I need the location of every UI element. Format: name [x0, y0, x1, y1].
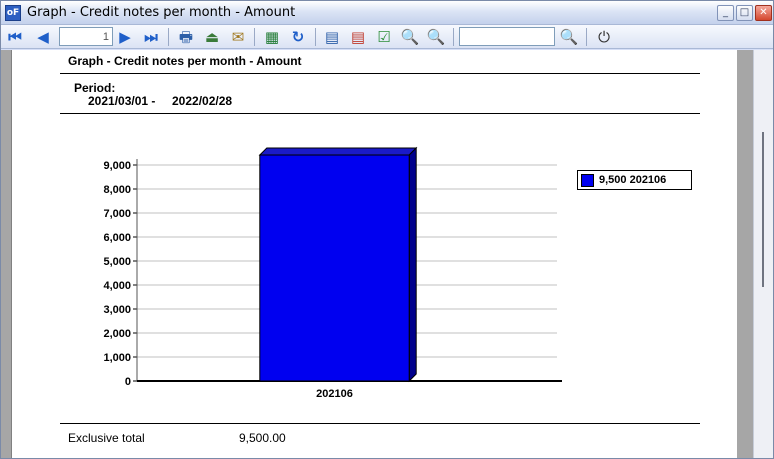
- y-tick-label: 3,000: [103, 304, 131, 316]
- bar-side: [408, 146, 417, 383]
- excel-export-icon[interactable]: ▦: [264, 28, 280, 46]
- layout-icon[interactable]: ▤: [324, 28, 340, 46]
- toolbar-separator: [168, 28, 169, 46]
- first-page-icon[interactable]: ⏮: [8, 28, 22, 46]
- legend-swatch: [581, 174, 594, 187]
- report-viewer: Graph - Credit notes per month - Amount …: [1, 50, 773, 458]
- vertical-scrollbar[interactable]: [753, 50, 773, 458]
- maximize-button[interactable]: □: [736, 5, 753, 21]
- search-icon[interactable]: 🔍: [559, 28, 579, 46]
- title-bar: oF Graph - Credit notes per month - Amou…: [1, 1, 773, 25]
- period-end: 2022/02/28: [172, 94, 233, 108]
- layout-remove-icon[interactable]: ▤: [350, 28, 366, 46]
- legend-label: 9,500 202106: [599, 174, 667, 186]
- bar: [259, 154, 410, 382]
- layout-check-icon[interactable]: ☑: [377, 28, 391, 46]
- total-divider: [60, 423, 700, 424]
- previous-page-icon[interactable]: ◀: [37, 28, 49, 46]
- y-tick-label: 8,000: [103, 184, 131, 196]
- refresh-icon[interactable]: ↻: [291, 28, 305, 46]
- chart-legend: 9,500 202106: [577, 170, 692, 190]
- toolbar: ⏮ ◀ ▶ ⏭ 🖶 ⏏ ✉ ▦ ↻ ▤ ▤ ☑ 🔍 🔍 🔍 ⏻: [1, 25, 773, 49]
- chart-bars: [258, 146, 418, 383]
- chart-labels: 0 1,000 2,000 3,000 4,000 5,000 6,000 7,000 8,00…: [103, 160, 352, 400]
- title-divider: [60, 73, 700, 74]
- search-input[interactable]: [459, 27, 555, 46]
- print-icon[interactable]: 🖶: [178, 28, 194, 46]
- period-label: Period:: [74, 81, 116, 95]
- y-tick-label: 5,000: [103, 256, 131, 268]
- close-button[interactable]: ✕: [755, 5, 772, 21]
- y-tick-label: 1,000: [103, 352, 131, 364]
- total-label: Exclusive total: [68, 431, 145, 445]
- bar-chart: 0 1,000 2,000 3,000 4,000 5,000 6,000 7,000 8,00…: [103, 146, 562, 400]
- window-title: Graph - Credit notes per month - Amount: [27, 5, 296, 20]
- y-tick-label: 4,000: [103, 280, 131, 292]
- total-value: 9,500.00: [239, 431, 286, 445]
- scroll-thumb[interactable]: [762, 132, 764, 287]
- report-page: Graph - Credit notes per month - Amount …: [11, 50, 737, 458]
- zoom-in-icon[interactable]: 🔍: [426, 28, 446, 46]
- export-icon[interactable]: ⏏: [204, 28, 220, 46]
- next-page-icon[interactable]: ▶: [119, 28, 131, 46]
- toolbar-separator: [586, 28, 587, 46]
- toolbar-separator: [254, 28, 255, 46]
- period-start: 2021/03/01 -: [88, 94, 156, 108]
- period-divider: [60, 113, 700, 114]
- toolbar-separator: [453, 28, 454, 46]
- minimize-button[interactable]: _: [717, 5, 734, 21]
- y-tick-label: 6,000: [103, 232, 131, 244]
- y-tick-label: 2,000: [103, 328, 131, 340]
- y-tick-label: 0: [125, 376, 131, 388]
- toolbar-separator: [315, 28, 316, 46]
- exit-icon[interactable]: ⏻: [598, 28, 610, 46]
- x-tick-label: 202106: [316, 388, 353, 400]
- bar-top: [258, 147, 418, 156]
- y-tick-label: 9,000: [103, 160, 131, 172]
- zoom-out-icon[interactable]: 🔍: [400, 28, 420, 46]
- report-title: Graph - Credit notes per month - Amount: [68, 54, 302, 68]
- email-icon[interactable]: ✉: [231, 28, 245, 46]
- last-page-icon[interactable]: ⏭: [144, 28, 158, 46]
- y-tick-label: 7,000: [103, 208, 131, 220]
- app-logo-icon: oF: [5, 5, 21, 21]
- page-number-input[interactable]: [59, 27, 113, 46]
